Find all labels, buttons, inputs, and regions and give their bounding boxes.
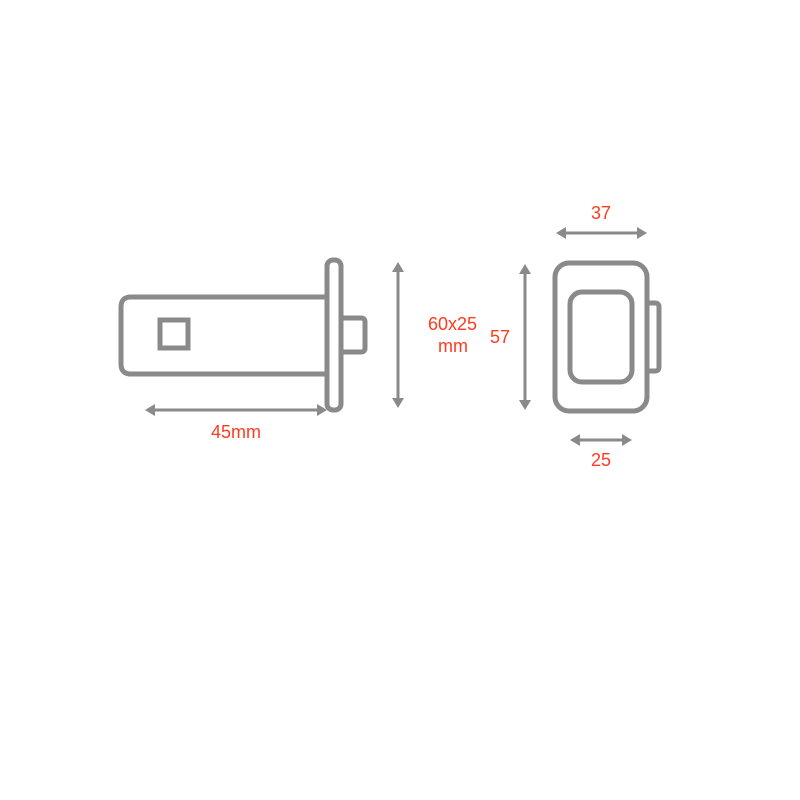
- dim-60x25: 60x25: [428, 314, 477, 334]
- dim-45mm: 45mm: [211, 422, 261, 442]
- dim-57: 57: [490, 327, 510, 347]
- dim-mm: mm: [438, 336, 468, 356]
- technical-drawing: 45mm 60x25mm 37 25 57: [0, 0, 800, 800]
- dim-37: 37: [591, 203, 611, 223]
- dim-25: 25: [591, 450, 611, 470]
